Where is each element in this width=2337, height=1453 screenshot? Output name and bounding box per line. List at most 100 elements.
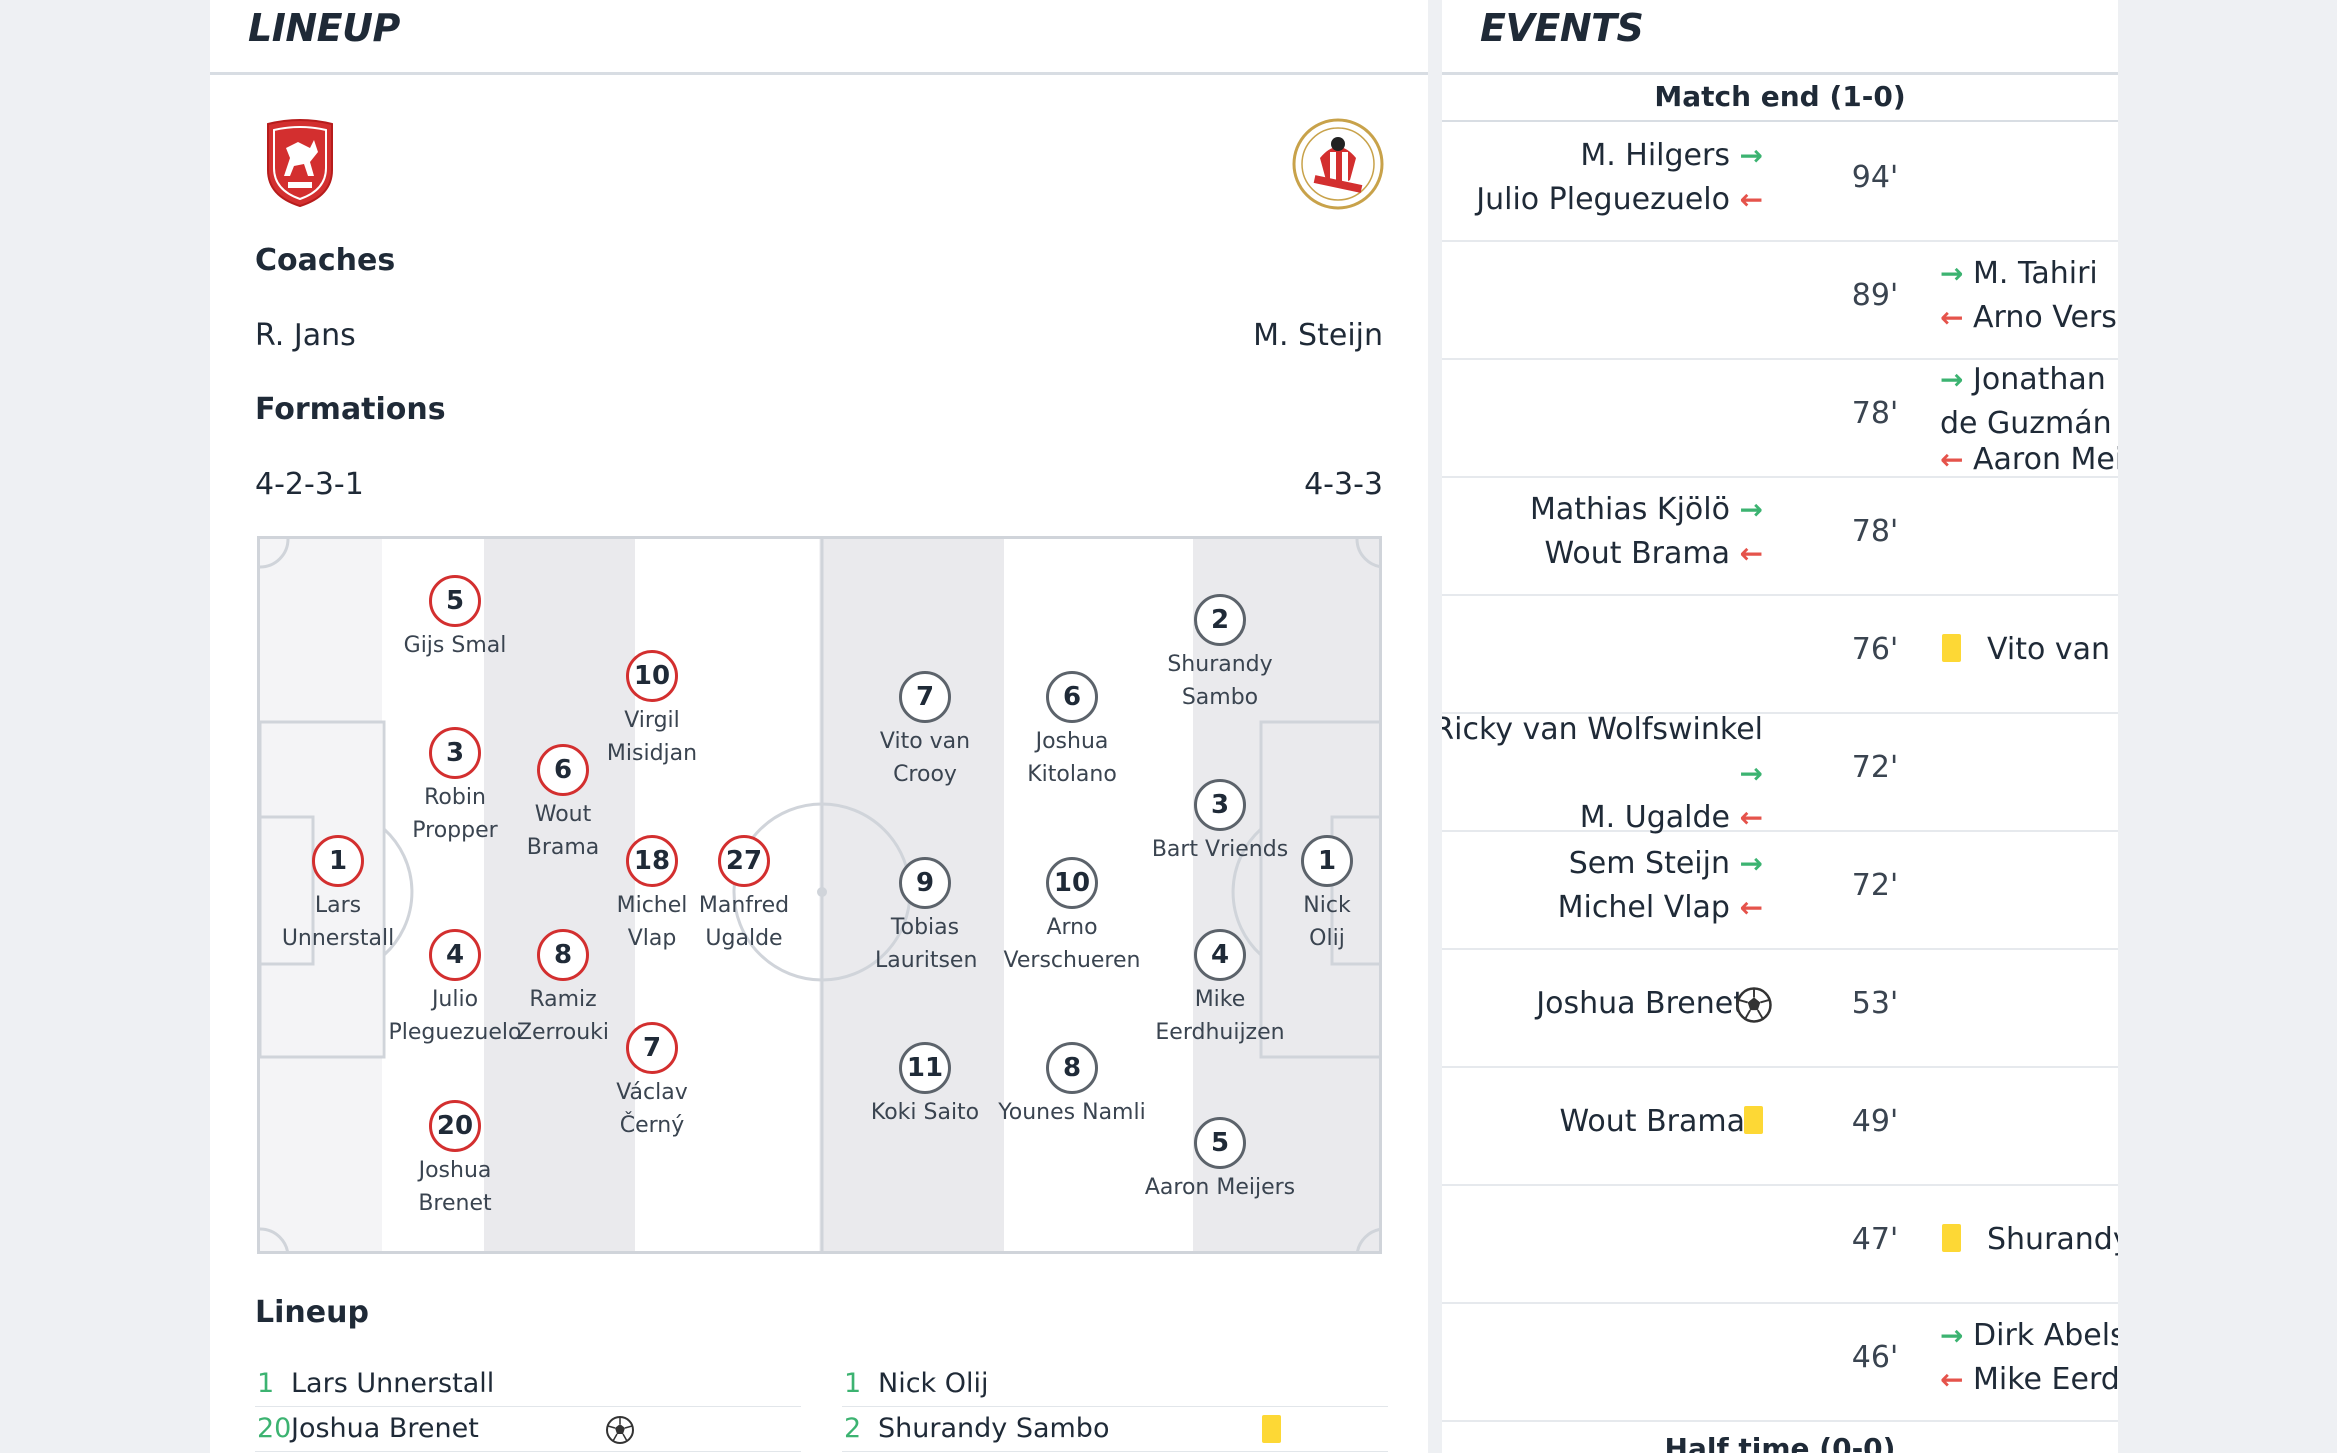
player-number: 10 [1046,857,1098,909]
away-player[interactable]: 6 Joshua Kitolano [987,671,1157,791]
event-minute: 53' [1851,986,1899,1021]
player-number: 1 [1301,835,1353,887]
home-team-crest[interactable] [264,118,336,208]
sub-out-player: Julio Pleguezuelo [1476,182,1730,217]
home-player[interactable]: 18 Michel Vlap [567,835,737,955]
away-player[interactable]: 7 Vito van Crooy [840,671,1010,791]
sub-in-player: Jonathan de Guzmán [1940,362,2112,441]
away-team-crest[interactable] [1292,118,1384,210]
event-minute: 72' [1851,868,1899,903]
player-number: 8 [1046,1042,1098,1094]
away-player[interactable]: 9 Tobias Lauritsen [840,857,1010,977]
player-number: 5 [429,575,481,627]
player-name: Gijs Smal [403,633,507,658]
event-row[interactable]: Mathias Kjölö → Wout Brama ← 78' [1442,476,2118,596]
away-formation: 4-3-3 [1304,467,1383,502]
event-minute: 89' [1851,278,1899,313]
event-row[interactable]: 46' → Dirk Abels ← Mike Eerdhuijzen [1442,1302,2118,1422]
player-number: 4 [1194,929,1246,981]
away-player[interactable]: 1 Nick Olij [1242,835,1379,955]
event-row[interactable]: Sem Steijn → Michel Vlap ← 72' [1442,830,2118,950]
away-player[interactable]: 10 Arno Verschueren [987,857,1157,977]
list-player-name: Lars Unnerstall [291,1368,495,1399]
yellow-card-icon [1262,1415,1281,1443]
away-coach: M. Steijn [1253,318,1383,353]
away-player[interactable]: 5 Aaron Meijers [1135,1117,1305,1204]
home-player[interactable]: 1 Lars Unnerstall [260,835,423,955]
arrow-left-icon: ← [1739,183,1763,216]
lineup-list-row[interactable]: 2 Shurandy Sambo [842,1407,1388,1452]
sub-out-player: Michel Vlap [1557,890,1730,925]
player-name: Nick Olij [1303,893,1351,951]
sub-in-player: M. Hilgers [1580,138,1730,173]
sub-in-player: Mathias Kjölö [1530,492,1730,527]
event-row[interactable]: Joshua Brenet 53' [1442,948,2118,1068]
player-name: Mike Eerdhuijzen [1155,987,1285,1045]
player-number: 5 [1194,1117,1246,1169]
player-number: 8 [537,929,589,981]
home-formation: 4-2-3-1 [255,467,364,502]
event-minute: 78' [1851,514,1899,549]
home-player[interactable]: 6 Wout Brama [478,744,648,864]
event-row[interactable]: Wout Brama 49' [1442,1066,2118,1186]
sub-out-player: Mike Eerdhuijzen [1973,1362,2118,1397]
event-minute: 46' [1851,1340,1899,1375]
away-player[interactable]: 11 Koki Saito [840,1042,1010,1129]
lineup-list-label: Lineup [255,1295,369,1330]
player-name: Arno Verschueren [1003,915,1141,973]
home-player[interactable]: 3 Robin Propper [370,727,540,847]
lineup-panel: LINEUP Coaches R. Jans M. Steijn Formati… [210,0,1428,1453]
event-minute: 49' [1851,1104,1899,1139]
player-name: Tobias Lauritsen [875,915,978,973]
home-player[interactable]: 7 Václav Černý [567,1022,737,1142]
home-coach: R. Jans [255,318,356,353]
list-player-number: 1 [257,1368,275,1399]
home-player[interactable]: 8 Ramiz Zerrouki [478,929,648,1049]
sub-in-player: M. Tahiri [1973,256,2098,291]
lineup-list-row[interactable]: 20 Joshua Brenet [255,1407,801,1452]
arrow-right-icon: → [1739,847,1763,880]
football-icon [1736,987,1772,1023]
home-player[interactable]: 10 Virgil Misidjan [567,650,737,770]
yellow-card-icon [1942,1224,1961,1252]
player-name: Joshua Kitolano [1027,729,1117,787]
events-title: EVENTS [1480,6,1644,50]
arrow-left-icon: ← [1940,301,1964,334]
away-player[interactable]: 4 Mike Eerdhuijzen [1135,929,1305,1049]
arrow-right-icon: → [1739,139,1763,172]
card-player: Vito van Crooy [1987,632,2118,667]
events-panel: EVENTS Match end (1-0) M. Hilgers → Juli… [1442,0,2118,1453]
player-name: Bart Vriends [1151,837,1289,862]
event-row[interactable]: 78' → Jonathan de Guzmán ← Aaron Meijers [1442,358,2118,478]
player-name: Koki Saito [870,1100,980,1125]
player-number: 7 [626,1022,678,1074]
half-time-label: Half time (0-0) [1664,1432,1896,1453]
player-name: Michel Vlap [616,893,688,951]
event-row[interactable]: 89' → M. Tahiri ← Arno Verschueren [1442,240,2118,360]
away-player[interactable]: 3 Bart Vriends [1135,779,1305,866]
lineup-list-row[interactable]: 1 Lars Unnerstall [255,1362,801,1407]
event-minute: 72' [1851,750,1899,785]
away-player[interactable]: 8 Younes Namli [987,1042,1157,1129]
sub-in-player: Sem Steijn [1568,846,1730,881]
event-row[interactable]: Ricky van Wolfswinkel → 72' M. Ugalde ← [1442,712,2118,835]
arrow-left-icon: ← [1739,801,1763,834]
home-player[interactable]: 27 Manfred Ugalde [659,835,829,955]
home-player[interactable]: 4 Julio Pleguezuelo [370,929,540,1049]
player-number: 6 [1046,671,1098,723]
player-number: 10 [626,650,678,702]
event-minute: 76' [1851,632,1899,667]
player-name: Manfred Ugalde [698,893,790,951]
away-player[interactable]: 2 Shurandy Sambo [1135,594,1305,714]
player-number: 11 [899,1042,951,1094]
arrow-right-icon: → [1940,1319,1964,1352]
event-row[interactable]: M. Hilgers → Julio Pleguezuelo ← 94' [1442,122,2118,242]
event-row[interactable]: 76' Vito van Crooy [1442,594,2118,714]
event-row[interactable]: 47' Shurandy Sambo [1442,1184,2118,1304]
sub-out-player: M. Ugalde [1579,800,1730,835]
lineup-list-row[interactable]: 1 Nick Olij [842,1362,1388,1407]
home-player[interactable]: 5 Gijs Smal [370,575,540,662]
player-name: Julio Pleguezuelo [388,987,522,1045]
home-player[interactable]: 20 Joshua Brenet [370,1100,540,1220]
card-player: Wout Brama [1559,1104,1745,1139]
